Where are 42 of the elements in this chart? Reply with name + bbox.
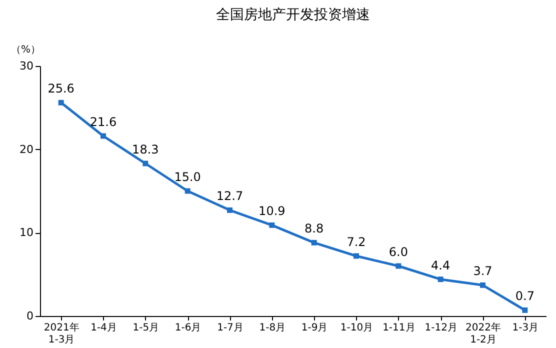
point [438,276,444,282]
data-label: 12.7 [216,189,244,204]
data-label: 4.4 [431,258,450,272]
data-label: 0.7 [515,289,534,304]
point [100,133,106,139]
data-label: 8.8 [304,222,324,236]
point [227,207,232,213]
y-tick-label: 10 [20,226,34,240]
x-tick-label: 1-12月 [424,322,458,334]
point [58,100,64,106]
x-tick-label: 1-4月 [90,322,117,334]
point [522,307,528,313]
point [184,188,190,194]
chart-title: 全国房地产开发投资增速 [216,7,370,23]
data-label: 21.6 [90,115,117,129]
x-tick-label: 1-7月 [217,322,244,334]
y-tick-label: 20 [20,142,34,156]
data-label: 15.0 [174,170,201,184]
y-tick-label: 30 [20,60,34,72]
point [311,240,317,246]
point [354,253,359,259]
data-label: 18.3 [132,142,159,156]
data-label: 3.7 [473,264,492,278]
data-label: 6.0 [388,245,408,259]
point [396,263,402,269]
data-label: 10.9 [258,204,286,218]
x-tick-label: 1-9月 [301,322,328,334]
x-tick-label: 1-5月 [132,322,160,334]
x-tick-label: 2022年 1-2月 [466,322,501,346]
data-label: 25.6 [48,82,74,96]
point [269,222,275,228]
x-tick-label: 1-10月 [340,322,374,334]
data-label: 7.2 [346,235,366,249]
x-tick-label: 1-8月 [259,322,286,334]
y-tick-label: 0 [26,310,34,322]
y-axis-title: （%） [10,44,40,56]
x-tick-label: 2021年 1-3月 [44,322,80,346]
point [480,282,486,288]
x-tick-label: 1-6月 [174,322,202,334]
point [142,160,148,166]
x-tick-label: 1-3月 [512,322,539,334]
x-tick-label: 1-11月 [382,322,416,334]
